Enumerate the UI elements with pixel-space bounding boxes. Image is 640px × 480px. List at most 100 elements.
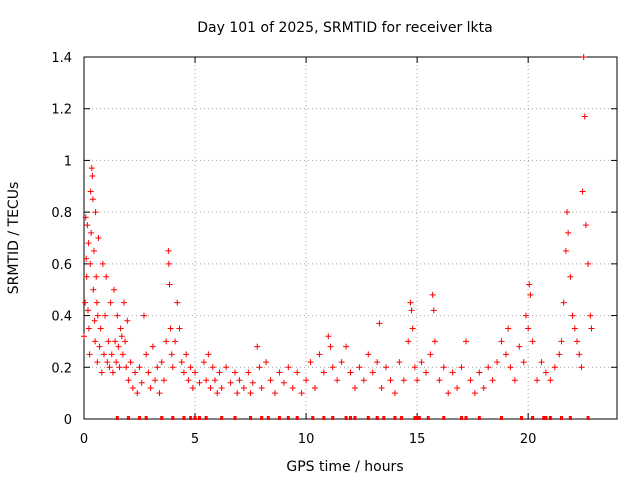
- data-point-zero: [393, 416, 397, 420]
- data-point-zero: [442, 416, 446, 420]
- data-point-zero: [233, 416, 237, 420]
- data-point: [205, 351, 212, 358]
- data-point: [114, 312, 121, 319]
- data-point: [298, 390, 305, 397]
- data-point: [582, 222, 589, 229]
- data-point-zero: [295, 416, 299, 420]
- data-point: [113, 359, 120, 366]
- data-point-zero: [344, 416, 348, 420]
- data-point: [94, 312, 101, 319]
- data-point: [525, 325, 532, 332]
- data-point: [196, 379, 203, 386]
- data-point-zero: [520, 416, 524, 420]
- x-tick-label: 15: [409, 432, 426, 447]
- data-point: [562, 247, 569, 254]
- data-point-zero: [460, 416, 464, 420]
- data-point: [303, 377, 310, 384]
- data-point: [158, 359, 165, 366]
- data-point: [200, 359, 207, 366]
- data-point: [98, 369, 105, 376]
- data-point: [122, 338, 129, 345]
- data-point-zero: [353, 416, 357, 420]
- data-point: [107, 299, 114, 306]
- data-point: [387, 377, 394, 384]
- data-point: [445, 390, 452, 397]
- data-point: [129, 384, 136, 391]
- data-point: [526, 281, 533, 288]
- data-point: [185, 377, 192, 384]
- data-point: [578, 364, 585, 371]
- data-point: [85, 325, 92, 332]
- data-point-zero: [415, 416, 419, 420]
- data-point: [124, 317, 131, 324]
- data-point: [92, 338, 99, 345]
- y-axis-label: SRMTID / TECUs: [6, 182, 22, 295]
- data-point-zero: [382, 416, 386, 420]
- data-point-zero: [586, 416, 590, 420]
- data-point: [467, 377, 474, 384]
- data-point: [280, 379, 287, 386]
- data-point: [516, 343, 523, 350]
- data-point: [134, 390, 141, 397]
- y-tick-label: 1.4: [51, 51, 72, 66]
- data-point: [569, 312, 576, 319]
- y-tick-label: 1.2: [51, 103, 72, 118]
- data-point: [87, 188, 94, 195]
- data-point: [90, 286, 97, 293]
- data-point: [82, 299, 89, 306]
- data-point-zero: [568, 416, 572, 420]
- data-point: [88, 229, 95, 236]
- data-point: [436, 377, 443, 384]
- data-point: [104, 359, 111, 366]
- data-point: [565, 229, 572, 236]
- data-point: [112, 338, 119, 345]
- data-point: [556, 351, 563, 358]
- data-point: [418, 359, 425, 366]
- data-point: [396, 359, 403, 366]
- data-point: [207, 384, 214, 391]
- data-point: [571, 325, 578, 332]
- data-point: [94, 359, 101, 366]
- data-point: [527, 291, 534, 298]
- y-tick-label: 1: [64, 154, 72, 169]
- data-point: [105, 338, 112, 345]
- data-point: [89, 172, 96, 179]
- data-point: [232, 369, 239, 376]
- data-point: [125, 377, 132, 384]
- data-point: [458, 364, 465, 371]
- data-point: [174, 299, 181, 306]
- data-point-zero: [160, 416, 164, 420]
- data-point: [334, 377, 341, 384]
- data-point: [376, 320, 383, 327]
- data-point: [263, 359, 270, 366]
- data-point: [223, 364, 230, 371]
- data-point: [411, 364, 418, 371]
- data-point: [365, 351, 372, 358]
- grid-lines: [84, 57, 617, 419]
- data-point: [485, 364, 492, 371]
- data-point: [82, 214, 89, 221]
- data-point: [167, 325, 174, 332]
- data-point: [494, 359, 501, 366]
- data-point: [407, 299, 414, 306]
- data-point: [551, 364, 558, 371]
- data-point: [356, 364, 363, 371]
- data-point: [256, 364, 263, 371]
- data-point: [89, 196, 96, 203]
- data-point-zero: [266, 416, 270, 420]
- data-point: [289, 384, 296, 391]
- data-point: [143, 351, 150, 358]
- chart-title: Day 101 of 2025, SRMTID for receiver lkt…: [197, 20, 492, 36]
- data-point-zero: [331, 416, 335, 420]
- data-point: [542, 369, 549, 376]
- data-point: [187, 364, 194, 371]
- data-point: [579, 188, 586, 195]
- data-point: [99, 260, 106, 267]
- data-point: [91, 317, 98, 324]
- y-tick-label: 0.8: [51, 206, 72, 221]
- data-point-zero: [544, 416, 548, 420]
- data-point: [86, 351, 93, 358]
- data-point: [163, 338, 170, 345]
- data-point: [254, 343, 261, 350]
- data-point: [87, 260, 94, 267]
